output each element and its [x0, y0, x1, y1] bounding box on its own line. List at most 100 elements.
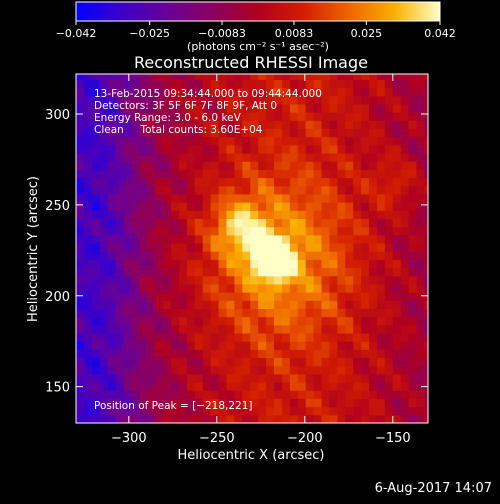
heatmap-cell [99, 414, 109, 423]
heatmap-cell [305, 259, 315, 269]
heatmap-cell [289, 267, 299, 277]
heatmap-cell [345, 308, 354, 318]
heatmap-cell [384, 144, 394, 154]
heatmap-cell [337, 95, 346, 105]
heatmap-cell [147, 308, 156, 318]
heatmap-cell [234, 365, 243, 375]
heatmap-cell [384, 226, 394, 236]
heatmap-cell [369, 243, 378, 252]
heatmap-cell [305, 226, 315, 236]
heatmap-cell [99, 275, 109, 285]
heatmap-cell [194, 390, 204, 399]
heatmap-cell [194, 357, 204, 367]
heatmap-cell [139, 390, 148, 399]
heatmap-cell [329, 185, 338, 195]
heatmap-cell [123, 414, 132, 423]
heatmap-cell [202, 357, 212, 367]
annotation-clean-counts: Clean Total counts: 3.60E+04 [94, 124, 263, 136]
heatmap-cell [194, 308, 204, 318]
heatmap-cell [400, 300, 410, 309]
heatmap-cell [186, 128, 196, 138]
heatmap-cell [76, 79, 85, 89]
heatmap-cell [416, 406, 425, 416]
heatmap-cell [266, 243, 275, 252]
heatmap-cell [123, 267, 132, 277]
heatmap-cell [416, 357, 425, 367]
heatmap-cell [115, 251, 125, 260]
heatmap-cell [194, 95, 204, 105]
heatmap-cell [376, 349, 386, 359]
heatmap-cell [147, 103, 156, 113]
heatmap-cell [107, 177, 117, 187]
heatmap-cell [274, 74, 283, 80]
y-tick-label: 150 [45, 381, 70, 396]
heatmap-cell [408, 95, 418, 105]
heatmap-cell [361, 177, 370, 187]
heatmap-cell [115, 414, 125, 423]
heatmap-cell [281, 202, 291, 211]
heatmap-cell [139, 349, 148, 359]
heatmap-cell [226, 406, 235, 416]
heatmap-cell [202, 128, 212, 138]
heatmap-cell [353, 202, 362, 211]
heatmap-cell [361, 234, 370, 244]
heatmap-cell [250, 283, 259, 293]
heatmap-cell [305, 87, 315, 97]
heatmap-cell [194, 153, 204, 162]
heatmap-cell [313, 316, 323, 326]
heatmap-cell [202, 333, 212, 342]
heatmap-cell [139, 177, 148, 187]
heatmap-cell [313, 275, 323, 285]
heatmap-cell [242, 234, 251, 244]
heatmap-cell [226, 283, 235, 293]
heatmap-cell [258, 169, 267, 179]
heatmap-cell [147, 210, 156, 220]
heatmap-cell [226, 398, 235, 408]
heatmap-cell [274, 112, 283, 121]
heatmap-cell [107, 251, 117, 260]
heatmap-cell [337, 341, 346, 350]
heatmap-cell [139, 316, 148, 326]
heatmap-cell [123, 283, 132, 293]
heatmap-cell [218, 144, 227, 154]
heatmap-cell [361, 382, 370, 391]
heatmap-cell [337, 120, 346, 130]
heatmap-cell [91, 308, 101, 318]
heatmap-cell [218, 74, 227, 80]
heatmap-cell [131, 373, 140, 383]
heatmap-cell [107, 349, 117, 359]
heatmap-cell [408, 251, 418, 260]
heatmap-cell [361, 161, 370, 170]
heatmap-cell [369, 341, 378, 350]
heatmap-cell [384, 316, 394, 326]
heatmap-cell [258, 243, 267, 252]
heatmap-cell [297, 300, 307, 309]
heatmap-cell [226, 161, 235, 170]
heatmap-cell [258, 210, 267, 220]
heatmap-cell [234, 144, 243, 154]
heatmap-cell [234, 169, 243, 179]
heatmap-cell [250, 153, 259, 162]
heatmap-cell [258, 161, 267, 170]
heatmap-cell [115, 177, 125, 187]
heatmap-cell [313, 349, 323, 359]
heatmap-cell [353, 79, 362, 89]
heatmap-cell [91, 103, 101, 113]
heatmap-cell [99, 128, 109, 138]
heatmap-cell [376, 161, 386, 170]
heatmap-cell [131, 202, 140, 211]
heatmap-cell [210, 177, 220, 187]
heatmap-cell [107, 382, 117, 391]
heatmap-cell [115, 218, 125, 228]
heatmap-cell [171, 357, 180, 367]
heatmap-cell [400, 136, 410, 146]
heatmap-cell [250, 251, 259, 260]
heatmap-cell [416, 234, 425, 244]
heatmap-cell [171, 259, 180, 269]
heatmap-cell [297, 103, 307, 113]
heatmap-cell [147, 79, 156, 89]
heatmap-cell [424, 259, 428, 269]
heatmap-cell [139, 283, 148, 293]
heatmap-cell [297, 373, 307, 383]
heatmap-cell [274, 251, 283, 260]
